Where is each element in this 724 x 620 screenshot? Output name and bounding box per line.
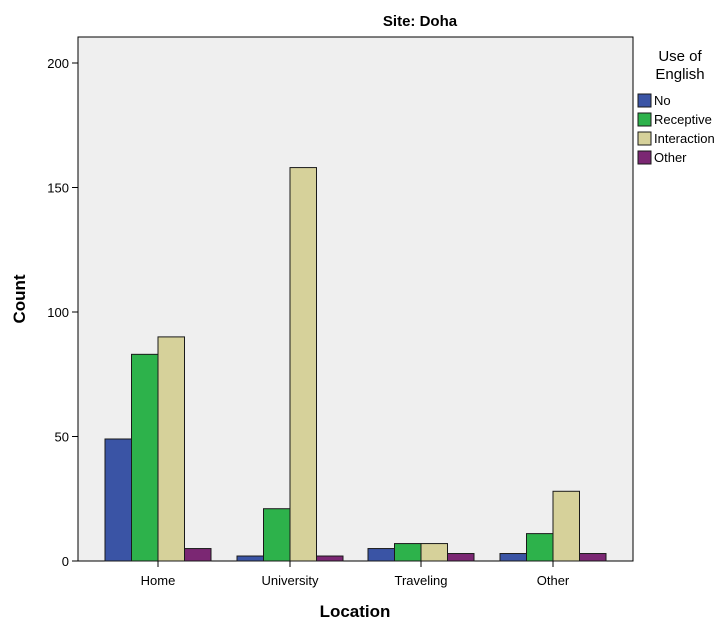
bars-group xyxy=(104,167,607,562)
legend: Use of English No Receptive Interaction Oth… xyxy=(637,48,715,165)
y-axis-ticks: 0 50 100 150 200 xyxy=(47,56,78,569)
bar-home-other xyxy=(184,548,212,562)
legend-swatch-other xyxy=(637,150,652,165)
x-tick-label-other: Other xyxy=(537,573,570,588)
legend-swatch-receptive xyxy=(637,112,652,127)
bar-university-interaction xyxy=(289,167,317,562)
y-tick-label-50: 50 xyxy=(55,430,69,445)
bar-home-no xyxy=(104,438,132,562)
bar-university-receptive xyxy=(263,508,291,562)
bar-other-no xyxy=(499,553,527,562)
bar-traveling-no xyxy=(367,548,395,562)
y-tick-label-150: 150 xyxy=(47,181,69,196)
legend-label-receptive: Receptive xyxy=(654,112,712,127)
bar-university-other xyxy=(316,555,344,562)
x-tick-label-home: Home xyxy=(141,573,176,588)
legend-label-no: No xyxy=(654,93,671,108)
legend-swatch-interaction xyxy=(637,131,652,146)
bar-university-no xyxy=(236,555,264,562)
legend-items: No Receptive Interaction Other xyxy=(637,93,715,165)
y-axis-label: Count xyxy=(10,274,29,323)
x-axis-label: Location xyxy=(320,602,391,620)
y-tick-label-0: 0 xyxy=(62,554,69,569)
x-tick-label-university: University xyxy=(261,573,319,588)
legend-title-line-2: English xyxy=(655,66,704,83)
y-tick-label-200: 200 xyxy=(47,56,69,71)
bar-other-other xyxy=(579,553,607,562)
bar-other-receptive xyxy=(526,533,554,562)
x-axis-ticks: Home University Traveling Other xyxy=(141,561,570,588)
legend-swatch-no xyxy=(637,93,652,108)
legend-title-line-1: Use of xyxy=(658,48,702,65)
bar-traveling-other xyxy=(447,553,475,562)
bar-home-interaction xyxy=(157,336,185,562)
legend-label-interaction: Interaction xyxy=(654,131,715,146)
legend-label-other: Other xyxy=(654,150,687,165)
bar-home-receptive xyxy=(131,353,159,562)
chart-title: Site: Doha xyxy=(383,13,458,30)
bar-other-interaction xyxy=(552,490,580,562)
y-tick-label-100: 100 xyxy=(47,305,69,320)
x-tick-label-traveling: Traveling xyxy=(395,573,448,588)
bar-traveling-receptive xyxy=(394,543,422,562)
bar-traveling-interaction xyxy=(420,543,448,562)
